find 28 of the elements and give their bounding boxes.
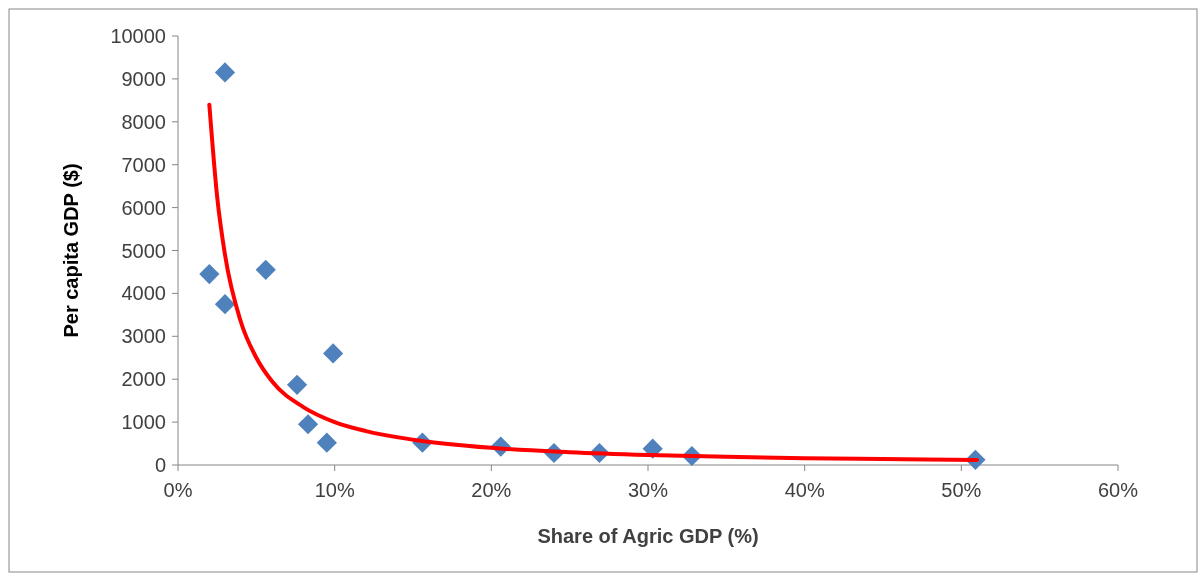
point — [255, 259, 276, 280]
x-tick-label: 10% — [314, 479, 355, 501]
point — [214, 62, 236, 83]
x-tick-label: 60% — [1097, 479, 1139, 501]
y-tick-label: 2000 — [121, 368, 166, 391]
y-tick-label: 0 — [154, 454, 166, 476]
y-tick-label: 6000 — [121, 196, 166, 219]
y-tick-label: 8000 — [121, 110, 166, 133]
y-axis-title: Per capita GDP ($) — [60, 163, 82, 338]
x-tick-label: 50% — [941, 479, 982, 501]
y-tick-label: 5000 — [121, 239, 166, 262]
y-tick-label: 3000 — [121, 325, 166, 348]
y-tick-label: 4000 — [121, 282, 166, 305]
point — [297, 414, 319, 435]
point — [199, 264, 220, 285]
x-tick-label: 40% — [784, 479, 825, 501]
x-tick-label: 30% — [627, 479, 669, 501]
point — [323, 343, 344, 364]
y-tick-label: 9000 — [121, 67, 166, 90]
y-tick-label: 10000 — [110, 25, 166, 47]
x-tick-label: 20% — [471, 479, 512, 501]
x-tick-label: 0% — [163, 479, 193, 501]
point — [214, 294, 236, 315]
point — [286, 374, 308, 395]
point — [316, 432, 337, 453]
y-tick-label: 1000 — [121, 411, 166, 434]
x-axis-title: Share of Agric GDP (%) — [537, 525, 759, 547]
y-tick-label: 7000 — [121, 153, 166, 176]
